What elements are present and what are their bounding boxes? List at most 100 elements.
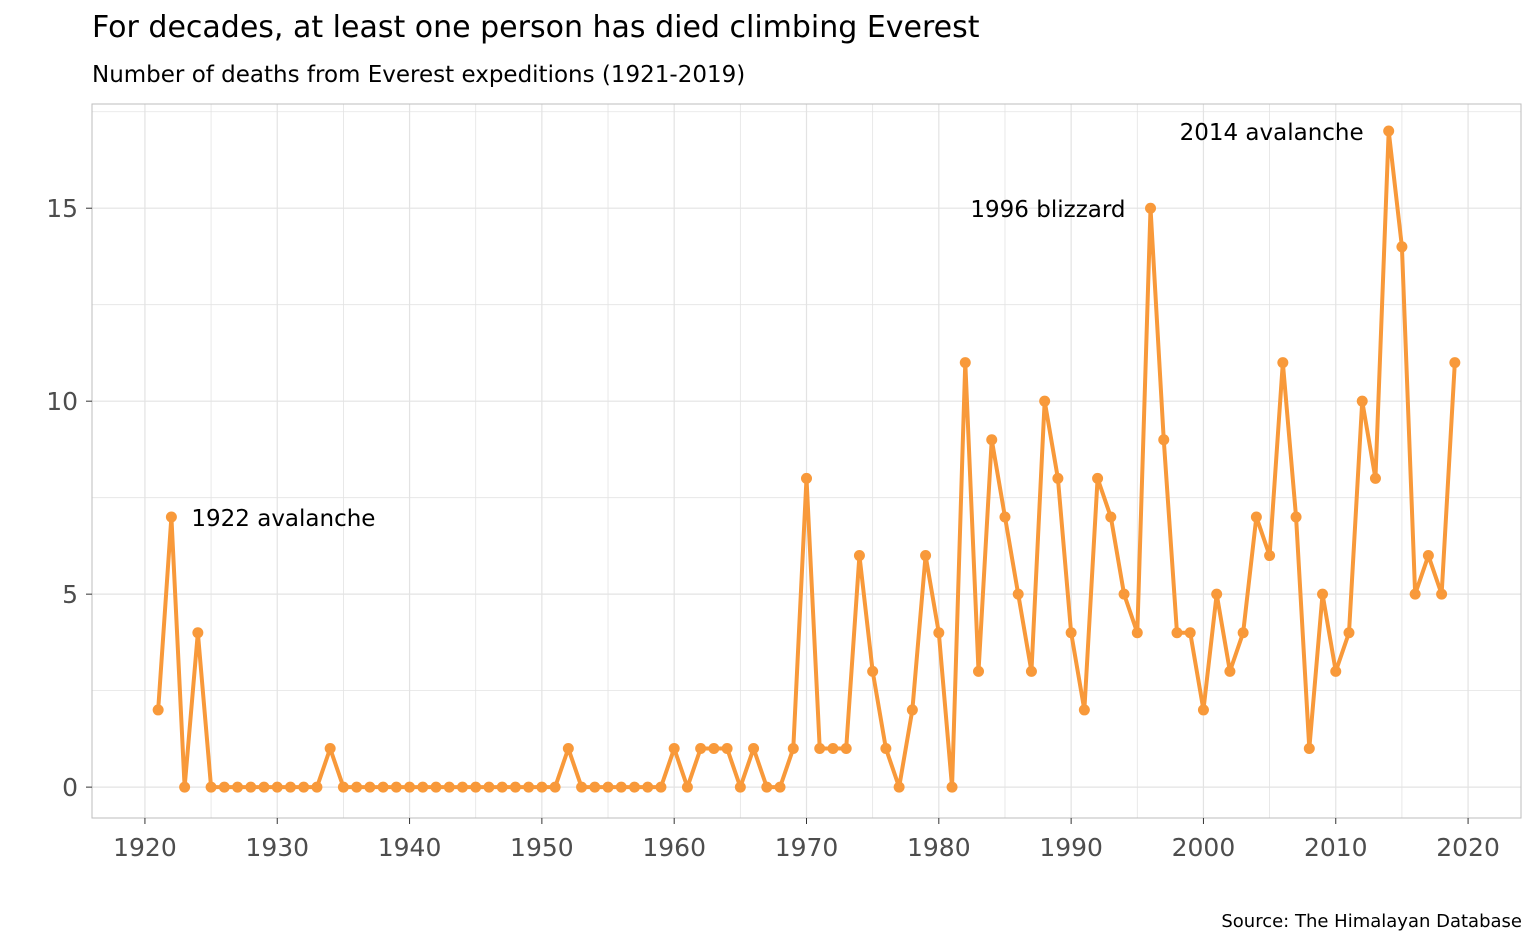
data-point [787,743,799,755]
data-point [853,550,865,562]
data-point [1264,550,1276,562]
data-point [695,743,707,755]
data-point [1290,511,1302,523]
data-point [1131,627,1143,639]
annotation-label: 1996 blizzard [970,197,1125,223]
data-point [523,781,535,793]
data-point [430,781,442,793]
data-point [1237,627,1249,639]
data-point [509,781,521,793]
chart-title: For decades, at least one person has die… [92,10,980,45]
data-point [933,627,945,639]
data-point [456,781,468,793]
data-point [377,781,389,793]
data-point [152,704,164,716]
data-point [906,704,918,716]
data-point [232,781,244,793]
data-point [470,781,482,793]
data-point [337,781,349,793]
deaths-series [152,125,1461,793]
data-point [576,781,588,793]
chart-subtitle: Number of deaths from Everest expedition… [92,62,746,88]
x-tick-label: 1970 [775,833,839,862]
data-point [271,781,283,793]
data-point [1052,472,1064,484]
data-point [1105,511,1117,523]
data-point [681,781,693,793]
data-point [920,550,932,562]
data-point [999,511,1011,523]
data-point [404,781,416,793]
y-tick-label: 10 [46,387,78,416]
data-point [1317,588,1329,600]
annotation-label: 1922 avalanche [191,506,375,532]
annotation-label: 2014 avalanche [1180,120,1364,146]
data-point [1224,665,1236,677]
data-point [1078,704,1090,716]
source-caption: Source: The Himalayan Database [1221,911,1522,932]
data-point [615,781,627,793]
data-point [880,743,892,755]
x-tick-label: 1950 [510,833,574,862]
data-point [973,665,985,677]
data-point [814,743,826,755]
data-point [946,781,958,793]
data-point [1158,434,1170,446]
data-point [562,743,574,755]
x-tick-label: 1990 [1039,833,1103,862]
data-point [721,743,733,755]
data-point [179,781,191,793]
data-point [708,743,720,755]
data-point [351,781,363,793]
x-tick-label: 1920 [113,833,177,862]
data-point [1092,472,1104,484]
data-point [1343,627,1355,639]
data-point [245,781,257,793]
y-tick-label: 0 [62,773,78,802]
data-point [1025,665,1037,677]
x-tick-label: 2000 [1172,833,1236,862]
data-point [258,781,270,793]
data-point [483,781,495,793]
data-point [298,781,310,793]
data-point [1039,395,1051,407]
data-point [774,781,786,793]
tick-labels: 1920 1930 1940 1950 1960 1970 1980 1990 2000 2010… [46,194,1500,862]
data-point [536,781,548,793]
data-point [734,781,746,793]
x-tick-label: 2020 [1436,833,1500,862]
data-point [1065,627,1077,639]
x-tick-label: 1980 [907,833,971,862]
data-point [390,781,402,793]
data-point [748,743,760,755]
axis-ticks [86,207,1469,824]
data-point [192,627,204,639]
data-point [1303,743,1315,755]
data-point [986,434,998,446]
data-point [642,781,654,793]
data-point [1369,472,1381,484]
data-point [311,781,323,793]
data-point [1012,588,1024,600]
x-tick-label: 1940 [378,833,442,862]
data-point [867,665,879,677]
data-point [549,781,561,793]
data-point [761,781,773,793]
data-point [893,781,905,793]
x-tick-label: 1930 [245,833,309,862]
data-point [1330,665,1342,677]
data-point [1356,395,1368,407]
data-point [1277,357,1289,369]
annotations: 1922 avalanche 1996 blizzard 2014 avalanch… [191,120,1363,532]
data-point [1449,357,1461,369]
data-point [959,357,971,369]
data-point [1184,627,1196,639]
data-point [205,781,217,793]
data-point [218,781,230,793]
data-point [655,781,667,793]
data-point [602,781,614,793]
data-point [1409,588,1421,600]
data-point [668,743,680,755]
data-point [628,781,640,793]
